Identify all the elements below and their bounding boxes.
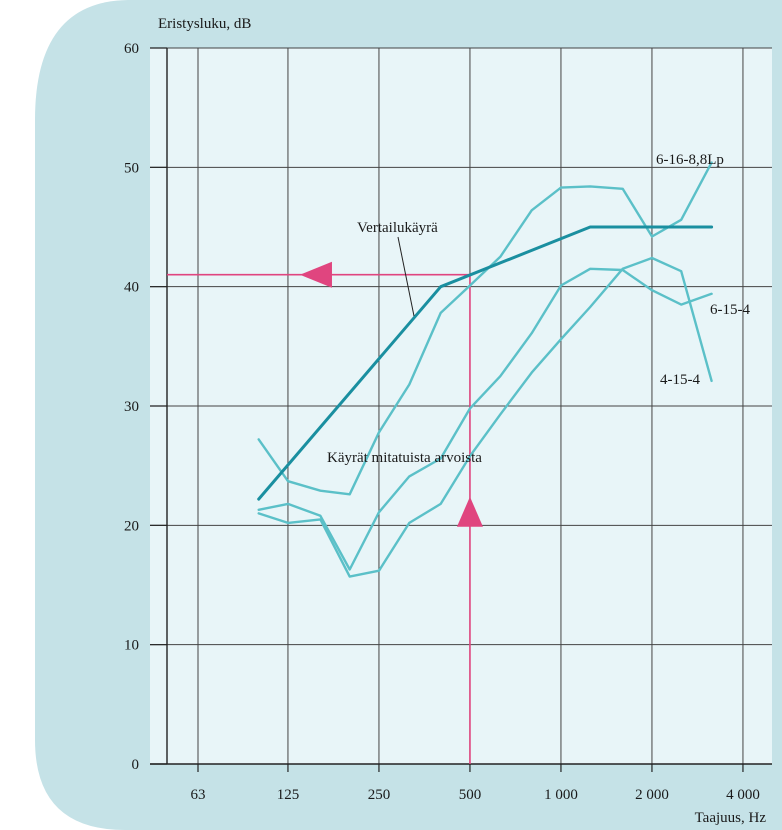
series-line-6-16-8-8lp: [257, 161, 713, 496]
arrow-up-marker: [456, 496, 483, 527]
y-tick-label: 30: [124, 399, 139, 415]
x-tick-label: 4 000: [726, 787, 760, 803]
annotation-measured-curves: Käyrät mitatuista arvoista: [327, 450, 482, 466]
series-label-6-15-4: 6-15-4: [710, 302, 750, 318]
grid: [150, 47, 772, 764]
series-group: [257, 161, 714, 578]
y-tick-label: 10: [124, 638, 139, 654]
y-tick-label: 40: [124, 280, 139, 296]
x-tick-label: 63: [191, 787, 206, 803]
x-tick-label: 500: [459, 787, 482, 803]
x-tick-label: 250: [368, 787, 391, 803]
y-tick-label: 0: [132, 757, 140, 773]
series-line-vertailukäyrä: [257, 225, 714, 501]
x-tick-label: 125: [277, 787, 300, 803]
arrow-left-marker: [299, 261, 332, 288]
x-tick-label: 2 000: [635, 787, 669, 803]
y-tick-label: 20: [124, 518, 139, 534]
annotation-leader-line: [397, 236, 415, 317]
x-axis-label: Taajuus, Hz: [695, 810, 767, 826]
reference-lines: [167, 261, 483, 764]
annotation-reference-curve: Vertailukäyrä: [357, 220, 438, 236]
series-line-4-15-4: [257, 256, 713, 578]
x-tick-label: 1 000: [544, 787, 578, 803]
axes: 0 10 20 30 40 50 60 63 125 250 500 1 000 2 000 4 000: [124, 41, 772, 803]
y-tick-label: 60: [124, 41, 139, 57]
y-tick-label: 50: [124, 160, 139, 176]
y-axis-label: Eristysluku, dB: [158, 16, 251, 32]
labels: Eristysluku, dB Taajuus, Hz Vertailukäyr…: [158, 16, 766, 826]
series-label-4-15-4: 4-15-4: [660, 372, 700, 388]
series-label-6-16-8-8lp: 6-16-8,8Lp: [656, 152, 724, 168]
series-line-6-15-4: [257, 267, 713, 571]
